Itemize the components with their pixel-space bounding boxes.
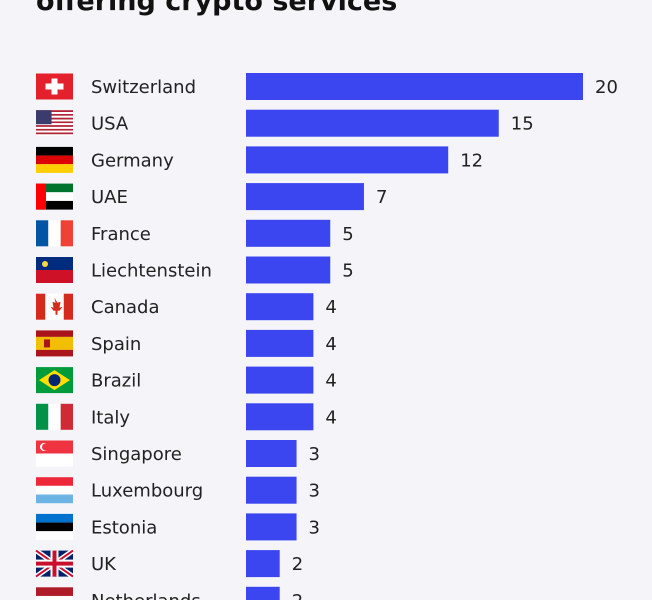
bar-uk bbox=[246, 550, 280, 578]
value-label-usa: 15 bbox=[511, 114, 534, 135]
category-label-switzerland: Switzerland bbox=[91, 77, 196, 98]
switzerland-flag-icon bbox=[36, 73, 73, 100]
value-label-germany: 12 bbox=[460, 150, 483, 171]
uae-flag-icon bbox=[36, 183, 73, 210]
value-label-luxembourg: 3 bbox=[309, 481, 320, 502]
value-label-switzerland: 20 bbox=[595, 77, 618, 98]
bar-spain bbox=[246, 329, 314, 357]
netherlands-flag-icon bbox=[36, 587, 73, 600]
bar-usa bbox=[246, 109, 499, 137]
bar-canada bbox=[246, 293, 314, 321]
uk-flag-icon bbox=[34, 548, 75, 579]
value-label-italy: 4 bbox=[325, 407, 336, 428]
value-label-france: 5 bbox=[342, 224, 353, 245]
bar-france bbox=[246, 219, 331, 247]
value-label-uk: 2 bbox=[292, 554, 303, 575]
category-label-estonia: Estonia bbox=[91, 517, 157, 538]
liechtenstein-flag-icon bbox=[36, 257, 73, 283]
value-label-uae: 7 bbox=[376, 187, 387, 208]
category-label-germany: Germany bbox=[91, 150, 174, 171]
category-label-uae: UAE bbox=[91, 187, 128, 208]
bar-estonia bbox=[246, 513, 297, 541]
bar-luxembourg bbox=[246, 476, 297, 504]
germany-flag-icon bbox=[36, 146, 73, 173]
usa-flag-icon bbox=[36, 110, 73, 137]
category-label-netherlands: Netherlands bbox=[91, 591, 201, 600]
spain-flag-icon bbox=[36, 330, 73, 357]
luxembourg-flag-icon bbox=[36, 477, 73, 504]
bar-netherlands bbox=[246, 586, 280, 600]
bar-brazil bbox=[246, 366, 314, 394]
category-label-luxembourg: Luxembourg bbox=[91, 481, 203, 502]
value-label-singapore: 3 bbox=[309, 444, 320, 465]
bar-liechtenstein bbox=[246, 256, 331, 284]
value-label-spain: 4 bbox=[325, 334, 336, 355]
estonia-flag-icon bbox=[36, 513, 73, 540]
category-label-usa: USA bbox=[91, 114, 129, 135]
chart-title: offering crypto services bbox=[36, 0, 398, 17]
category-label-brazil: Brazil bbox=[91, 371, 141, 392]
bar-germany bbox=[246, 146, 449, 174]
category-label-liechtenstein: Liechtenstein bbox=[91, 261, 212, 282]
brazil-flag-icon bbox=[36, 367, 73, 394]
bar-singapore bbox=[246, 440, 297, 467]
value-label-netherlands: 2 bbox=[292, 591, 303, 600]
value-label-estonia: 3 bbox=[309, 517, 320, 538]
italy-flag-icon bbox=[36, 403, 73, 430]
singapore-flag-icon bbox=[36, 440, 73, 467]
category-label-uk: UK bbox=[91, 554, 117, 575]
value-label-canada: 4 bbox=[325, 297, 336, 318]
category-label-france: France bbox=[91, 224, 151, 245]
bar-switzerland bbox=[246, 73, 583, 100]
value-label-brazil: 4 bbox=[325, 371, 336, 392]
category-label-singapore: Singapore bbox=[91, 444, 182, 465]
category-label-canada: Canada bbox=[91, 297, 160, 318]
category-label-italy: Italy bbox=[91, 407, 130, 428]
category-label-spain: Spain bbox=[91, 334, 141, 355]
bar-uae bbox=[246, 183, 364, 211]
value-label-liechtenstein: 5 bbox=[342, 261, 353, 282]
bar-italy bbox=[246, 403, 314, 431]
canada-flag-icon bbox=[36, 293, 73, 320]
france-flag-icon bbox=[36, 220, 73, 247]
